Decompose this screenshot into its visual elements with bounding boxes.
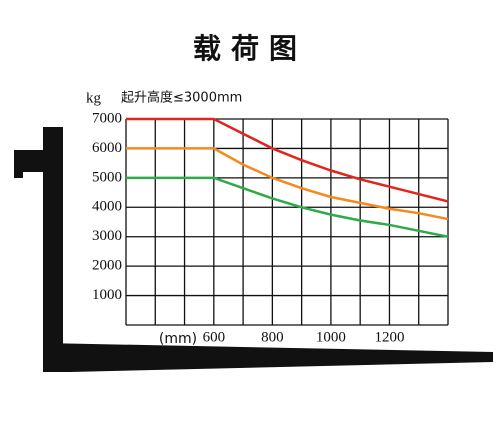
y-tick-label: 3000 <box>92 228 122 244</box>
series-line <box>126 117 449 203</box>
x-unit: (mm) <box>159 331 197 347</box>
subtitle: 起升高度≤3000mm <box>121 90 242 106</box>
x-tick-label: 800 <box>261 329 284 345</box>
series-line <box>126 147 449 221</box>
series-line <box>126 176 449 238</box>
x-tick-label: 600 <box>203 329 226 345</box>
y-tick-label: 5000 <box>92 169 122 185</box>
x-tick-label: 1000 <box>316 329 346 345</box>
y-tick-label: 2000 <box>92 258 122 274</box>
y-unit: kg <box>86 90 102 106</box>
chart-title: 载荷图 <box>193 32 307 65</box>
y-tick-label: 7000 <box>92 110 122 126</box>
fork-tine <box>43 343 493 372</box>
x-tick-label: 1200 <box>374 329 404 345</box>
fork-shank <box>43 127 63 352</box>
y-tick-label: 4000 <box>92 199 122 215</box>
y-tick-label: 6000 <box>92 140 122 156</box>
fork <box>14 127 493 372</box>
fork-hook-tab <box>14 150 23 178</box>
y-tick-label: 1000 <box>92 287 122 303</box>
